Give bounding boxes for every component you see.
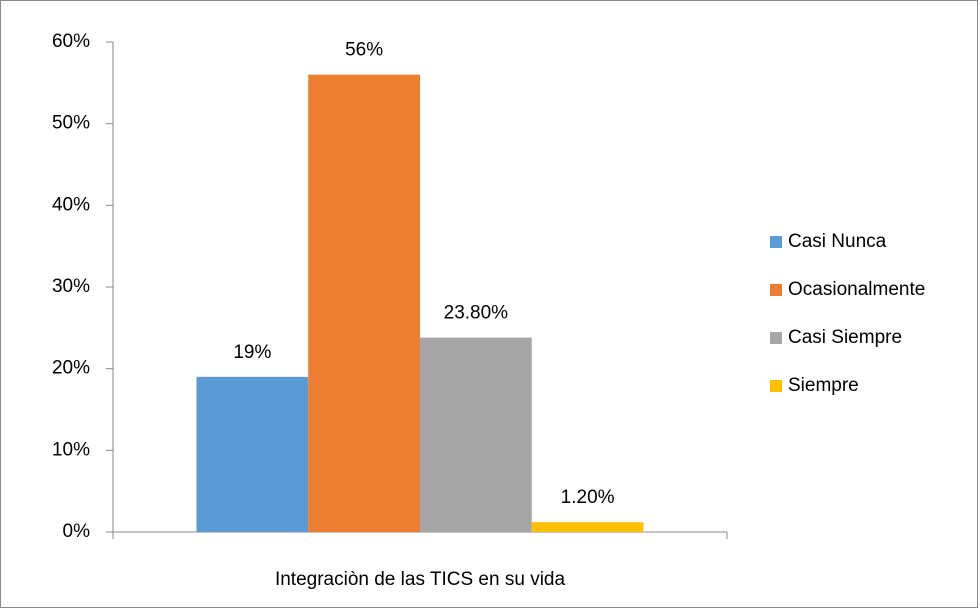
legend-swatch [770,332,782,344]
legend-swatch [770,380,782,392]
y-tick-label: 30% [52,276,90,297]
bar [308,74,420,533]
data-label: 23.80% [444,303,509,324]
legend-label: Casi Nunca [788,231,887,252]
data-label: 56% [345,40,383,61]
y-tick-label: 0% [63,521,91,542]
legend-swatch [770,236,782,248]
y-tick-label: 60% [52,31,90,52]
y-tick-label: 40% [52,194,90,215]
data-label: 19% [233,342,271,363]
x-tick-label: Integraciòn de las TICS en su vida [275,569,566,590]
bar [196,376,309,532]
y-tick-label: 20% [52,358,90,379]
legend-label: Siempre [788,375,859,396]
legend-swatch [770,284,782,296]
data-label: 1.20% [561,487,615,508]
y-tick-label: 50% [52,113,90,134]
y-tick-label: 10% [52,439,90,460]
bar [531,522,644,532]
legend-label: Casi Siempre [788,327,902,348]
bar [420,337,532,532]
legend-label: Ocasionalmente [788,279,925,300]
